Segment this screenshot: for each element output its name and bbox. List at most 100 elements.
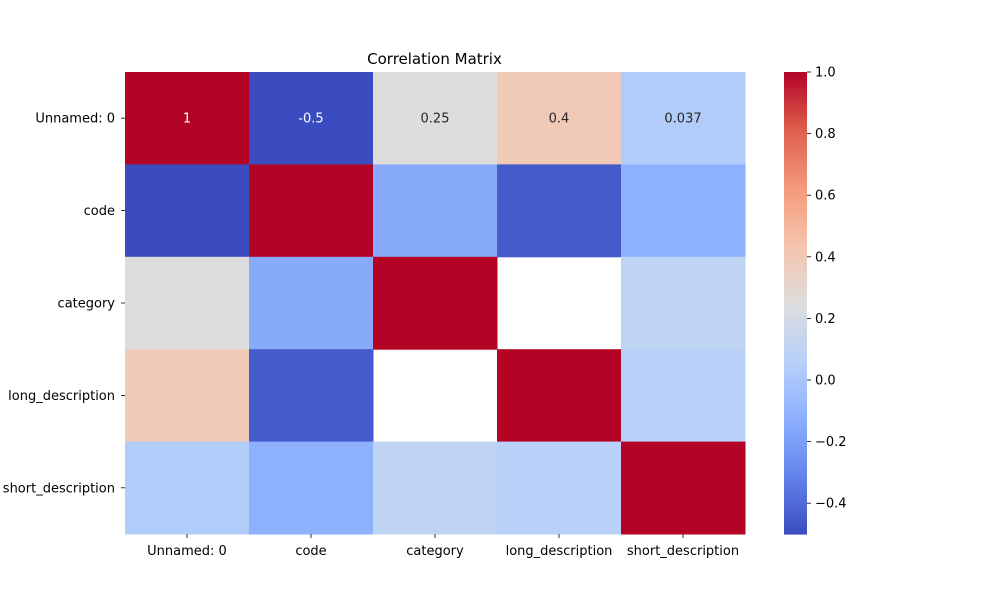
heatmap-cell-r2-c4 — [621, 256, 746, 350]
colorbar-segment — [784, 322, 807, 327]
colorbar-segment — [784, 395, 807, 400]
colorbar-tick-label: 0.2 — [815, 312, 836, 327]
colorbar-segment — [784, 503, 807, 508]
colorbar-segment — [784, 91, 807, 96]
colorbar-segment — [784, 106, 807, 112]
colorbar-segment — [784, 483, 807, 489]
x-tick-label: category — [406, 544, 464, 559]
x-tick-label: code — [295, 544, 326, 559]
y-axis: Unnamed: 0 code category long_descriptionsh… — [3, 112, 125, 496]
colorbar-segment — [784, 341, 807, 346]
colorbar-segment — [784, 356, 807, 362]
colorbar-segment — [784, 283, 807, 289]
colorbar-segment — [784, 418, 807, 423]
colorbar-segment — [784, 399, 807, 404]
colorbar-segment — [784, 441, 807, 447]
colorbar-segment — [784, 164, 807, 169]
colorbar-segment — [784, 287, 807, 293]
colorbar-segment — [784, 353, 807, 358]
heatmap-cell-r0-c3 — [497, 72, 622, 165]
colorbar-segment — [784, 403, 807, 408]
colorbar-segment — [784, 110, 807, 115]
x-tick-label: short_description — [627, 544, 739, 559]
colorbar-segment — [784, 241, 807, 246]
colorbar-segment — [784, 145, 807, 150]
colorbar-segment — [784, 514, 807, 520]
colorbar-segment — [784, 245, 807, 250]
colorbar-segment — [784, 226, 807, 231]
colorbar-segment — [784, 98, 807, 104]
colorbar-segment — [784, 491, 807, 497]
colorbar-segment — [784, 137, 807, 142]
colorbar-segment — [784, 141, 807, 146]
colorbar-segment — [784, 364, 807, 370]
colorbar-segment — [784, 172, 807, 177]
heatmap-cell-r2-c2 — [373, 256, 498, 350]
colorbar-segment — [784, 310, 807, 316]
colorbar-segment — [784, 114, 807, 119]
colorbar-segment — [784, 272, 807, 277]
colorbar-segment — [784, 337, 807, 343]
colorbar-segment — [784, 430, 807, 435]
colorbar-segment — [784, 72, 807, 77]
colorbar-segment — [784, 383, 807, 389]
colorbar-segment — [784, 252, 807, 258]
colorbar-segment — [784, 87, 807, 92]
colorbar-segment — [784, 422, 807, 427]
cell-annotation-r0-c1: -0.5 — [298, 112, 323, 127]
colorbar-segment — [784, 187, 807, 192]
colorbar-segment — [784, 125, 807, 131]
heatmap-cell-r1-c0 — [125, 164, 250, 258]
colorbar-segment — [784, 326, 807, 331]
colorbar-tick-label: 0.4 — [815, 250, 836, 265]
colorbar-segment — [784, 83, 807, 88]
cell-annotation-r0-c0: 1 — [183, 112, 191, 127]
colorbar-segment — [784, 299, 807, 304]
colorbar-segment — [784, 510, 807, 516]
colorbar-segment — [784, 406, 807, 412]
colorbar-segment — [784, 206, 807, 212]
colorbar-segment — [784, 233, 807, 239]
heatmap-cell-r1-c3 — [497, 164, 622, 258]
heatmap-cell-r1-c1 — [249, 164, 374, 258]
heatmap-cell-r2-c1 — [249, 256, 374, 350]
colorbar-segment — [784, 152, 807, 158]
heatmap-cell-r4-c0 — [125, 441, 250, 535]
y-tick-label: long_description — [8, 389, 115, 404]
x-axis: Unnamed: 0 code category long_description sh… — [147, 534, 739, 559]
heatmap-cell-r0-c2 — [373, 72, 498, 165]
cell-annotation-r0-c4: 0.037 — [664, 112, 701, 127]
colorbar-segment — [784, 487, 807, 493]
heatmap-cell-r3-c3 — [497, 349, 622, 443]
colorbar-segment — [784, 318, 807, 323]
colorbar-segment — [784, 345, 807, 350]
colorbar-segment — [784, 210, 807, 216]
colorbar: −0.4 −0.2 0.0 0.2 0.4 0.6 0.8 1.0 — [784, 66, 847, 535]
colorbar-segment — [784, 333, 807, 339]
colorbar-segment — [784, 122, 807, 127]
colorbar-segment — [784, 229, 807, 235]
colorbar-segment — [784, 522, 807, 527]
x-tick-label: Unnamed: 0 — [147, 544, 227, 559]
colorbar-segment — [784, 214, 807, 219]
colorbar-segment — [784, 426, 807, 431]
colorbar-segment — [784, 191, 807, 196]
heatmap-cell-r4-c1 — [249, 441, 374, 535]
colorbar-segment — [784, 380, 807, 385]
colorbar-tick-label: 1.0 — [815, 66, 836, 81]
colorbar-segment — [784, 303, 807, 308]
heatmap-cell-r0-c0 — [125, 72, 250, 165]
colorbar-segment — [784, 526, 807, 531]
colorbar-segment — [784, 472, 807, 477]
colorbar-segment — [784, 222, 807, 227]
colorbar-segment — [784, 102, 807, 108]
heatmap-cell-r0-c4 — [621, 72, 746, 165]
colorbar-segment — [784, 199, 807, 204]
colorbar-segment — [784, 168, 807, 173]
heatmap-cell-r0-c1 — [249, 72, 374, 165]
heatmap-cells — [125, 72, 746, 535]
colorbar-segment — [784, 457, 807, 462]
colorbar-segment — [784, 237, 807, 242]
heatmap-cell-r2-c0 — [125, 256, 250, 350]
colorbar-segment — [784, 433, 807, 439]
